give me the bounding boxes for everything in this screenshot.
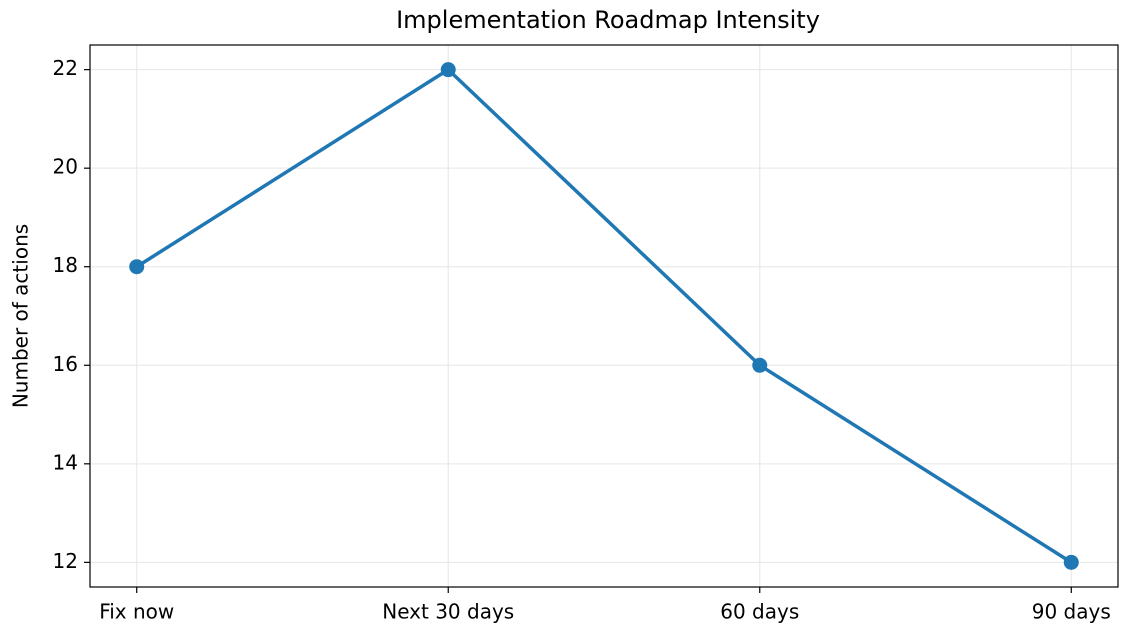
y-tick-label: 18 <box>53 253 78 277</box>
x-tick-label: 60 days <box>720 600 799 624</box>
chart-title: Implementation Roadmap Intensity <box>396 6 820 34</box>
x-tick-label: 90 days <box>1032 600 1111 624</box>
line <box>135 67 1073 564</box>
marker <box>440 62 456 78</box>
y-tick-label: 20 <box>53 155 78 179</box>
x-tick-label: Next 30 days <box>382 600 514 624</box>
marker <box>129 259 145 275</box>
y-tick-label: 16 <box>53 352 78 376</box>
y-tick-label: 14 <box>53 450 78 474</box>
plot-frame <box>89 44 1119 588</box>
marker <box>752 357 768 373</box>
y-tick-label: 12 <box>53 549 78 573</box>
y-tick-label: 22 <box>53 56 78 80</box>
x-tick-label: Fix now <box>99 600 174 624</box>
marker <box>1063 554 1079 570</box>
y-axis-label: Number of actions <box>9 224 33 408</box>
